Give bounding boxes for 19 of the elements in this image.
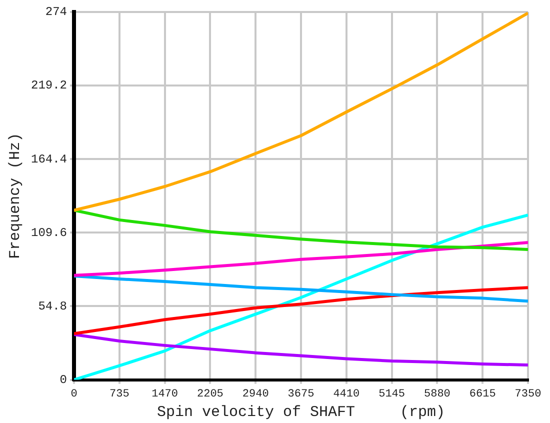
y-axis-title: Frequency (Hz) <box>6 132 24 259</box>
x-tick-label: 735 <box>110 388 130 400</box>
y-tick-label: 274 <box>45 5 68 20</box>
x-tick-label: 2205 <box>197 388 224 400</box>
x-tick-label: 5880 <box>424 388 450 400</box>
y-tick-label: 0 <box>60 372 68 387</box>
x-tick-label: 4410 <box>333 388 360 400</box>
y-tick-label: 164.4 <box>30 152 68 166</box>
x-axis-title: Spin velocity of SHAFT (rpm) <box>156 404 446 421</box>
x-tick-label: 5145 <box>378 388 406 400</box>
x-tick-label: 6615 <box>469 388 496 400</box>
x-tick-label: 3675 <box>288 388 314 400</box>
y-tick-label: 219.2 <box>30 78 68 93</box>
x-tick-label: 0 <box>70 388 78 400</box>
y-tick-label: 54.8 <box>38 299 68 314</box>
y-tick-label: 109.6 <box>30 226 68 240</box>
x-tick-label: 2940 <box>242 388 269 400</box>
x-tick-label: 1470 <box>152 388 178 400</box>
x-tick-label: 7350 <box>514 388 542 400</box>
